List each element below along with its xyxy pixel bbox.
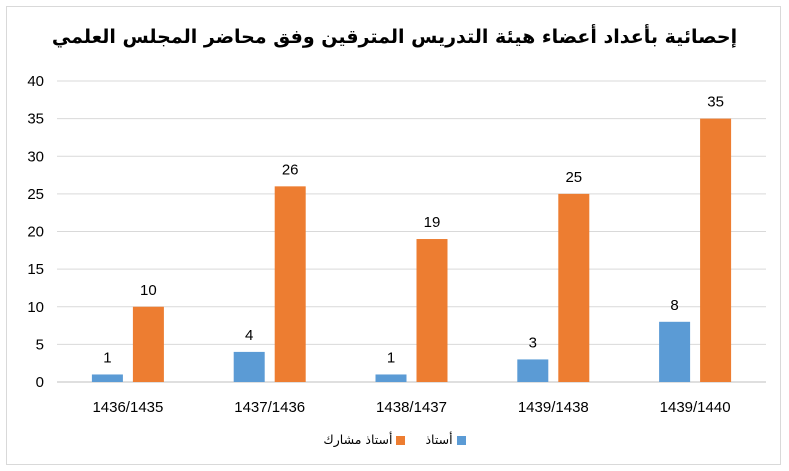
- bar: [274, 186, 306, 382]
- bar: [558, 193, 590, 382]
- bar: [233, 351, 265, 382]
- x-tick-label: 1436/1435: [92, 399, 163, 416]
- y-tick-label: 25: [27, 186, 44, 203]
- y-tick-label: 40: [27, 73, 44, 90]
- x-tick-label: 1437/1436: [234, 399, 305, 416]
- data-label: 4: [245, 327, 253, 344]
- legend-item-series-2: أستاذ مشارك: [323, 432, 406, 447]
- legend-label: أستاذ مشارك: [323, 432, 393, 447]
- bar: [132, 306, 164, 382]
- bar: [700, 118, 732, 382]
- y-tick-label: 15: [27, 261, 44, 278]
- y-tick-label: 0: [36, 374, 44, 391]
- bar: [91, 374, 123, 382]
- chart-title: إحصائية بأعداد أعضاء هيئة التدريس المترق…: [51, 26, 738, 48]
- data-label: 1: [387, 349, 395, 366]
- bar: [375, 374, 407, 382]
- y-tick-label: 35: [27, 111, 44, 128]
- data-label: 3: [529, 334, 537, 351]
- legend-label: أستاذ: [425, 432, 453, 447]
- y-tick-label: 20: [27, 224, 44, 241]
- legend-item-series-1: أستاذ: [425, 432, 466, 447]
- data-label: 35: [707, 94, 724, 111]
- chart-frame: [6, 6, 781, 465]
- data-label: 10: [140, 282, 157, 299]
- bar: [659, 321, 691, 382]
- x-tick-label: 1439/1440: [660, 399, 731, 416]
- data-label: 25: [565, 169, 582, 186]
- x-tick-label: 1438/1437: [376, 399, 447, 416]
- bar: [517, 359, 549, 382]
- y-tick-label: 10: [27, 299, 44, 316]
- data-label: 26: [282, 161, 299, 178]
- data-label: 1: [103, 349, 111, 366]
- y-tick-label: 30: [27, 148, 44, 165]
- chart-legend: أستاذ أستاذ مشارك: [0, 432, 789, 447]
- legend-swatch: [456, 436, 466, 445]
- data-label: 19: [424, 214, 441, 231]
- y-tick-label: 5: [36, 336, 44, 353]
- x-tick-label: 1439/1438: [518, 399, 589, 416]
- bar: [416, 239, 448, 382]
- legend-swatch: [396, 436, 406, 445]
- data-label: 8: [670, 297, 678, 314]
